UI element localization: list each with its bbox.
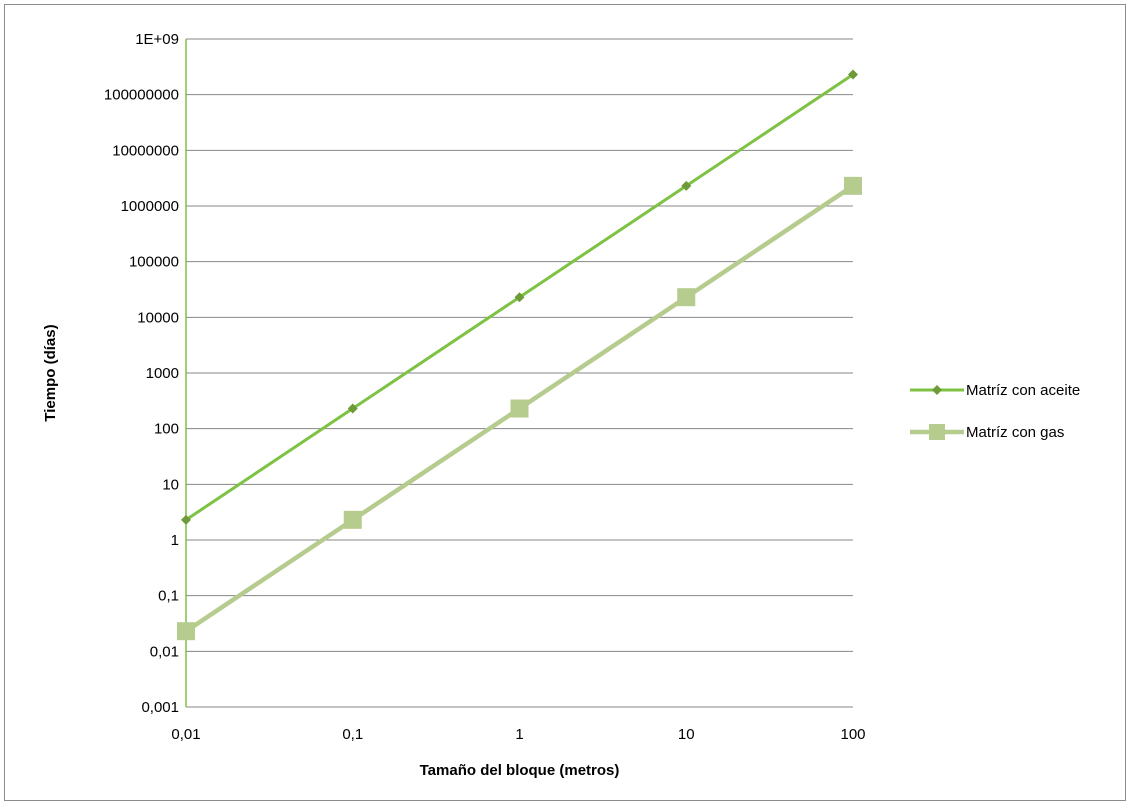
data-point bbox=[510, 399, 529, 418]
y-tick-label: 100000000 bbox=[104, 87, 179, 104]
y-tick-label: 10 bbox=[162, 476, 179, 493]
chart-frame bbox=[4, 4, 1126, 801]
y-tick-label: 1000000 bbox=[121, 198, 179, 215]
y-tick-label: 0,01 bbox=[150, 643, 179, 660]
y-tick-label: 10000 bbox=[137, 309, 179, 326]
x-tick-label: 10 bbox=[678, 726, 695, 743]
series-layer bbox=[177, 69, 862, 641]
data-point bbox=[347, 403, 358, 414]
y-tick-label: 10000000 bbox=[112, 142, 179, 159]
x-tick-label: 0,1 bbox=[342, 726, 363, 743]
y-tick-label: 0,1 bbox=[158, 588, 179, 605]
y-tick-label: 1E+09 bbox=[135, 31, 179, 48]
y-tick-label: 100000 bbox=[129, 254, 179, 271]
data-point bbox=[343, 510, 362, 529]
data-point bbox=[844, 176, 862, 195]
y-tick-label: 1 bbox=[171, 532, 179, 549]
x-axis-title: Tamaño del bloque (metros) bbox=[420, 762, 620, 779]
data-point bbox=[177, 622, 195, 641]
series-gas bbox=[177, 176, 862, 641]
x-tick-label: 1 bbox=[515, 726, 523, 743]
legend-label: Matríz con aceite bbox=[966, 382, 1080, 399]
legend-swatch-marker bbox=[929, 424, 945, 440]
legend-label: Matríz con gas bbox=[966, 424, 1064, 441]
data-point bbox=[677, 288, 696, 307]
x-tick-label: 100 bbox=[840, 726, 865, 743]
data-point bbox=[681, 180, 692, 191]
data-point bbox=[514, 292, 525, 303]
gridlines bbox=[186, 38, 853, 708]
legend-item: Matríz con aceite bbox=[910, 382, 1080, 399]
x-tick-label: 0,01 bbox=[171, 726, 200, 743]
data-point bbox=[181, 514, 191, 525]
y-tick-label: 0,001 bbox=[141, 699, 179, 716]
data-point bbox=[848, 69, 858, 80]
series-aceite bbox=[181, 69, 858, 525]
y-tick-label: 100 bbox=[154, 421, 179, 438]
y-axis-tick-labels: 0,001 0,01 0,1 1 10 100 1000 10000 100000 1000000… bbox=[104, 31, 179, 716]
y-tick-label: 1000 bbox=[146, 365, 179, 382]
legend-swatch-marker bbox=[932, 385, 942, 395]
x-axis-tick-labels: 0,01 0,1 1 10 100 bbox=[171, 726, 865, 743]
y-axis-title: Tiempo (días) bbox=[42, 324, 59, 421]
legend-item: Matríz con gas bbox=[910, 424, 1064, 441]
legend: Matríz con aceite Matríz con gas bbox=[910, 382, 1080, 441]
